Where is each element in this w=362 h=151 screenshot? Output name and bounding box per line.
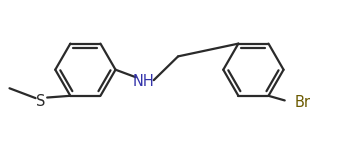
Text: NH: NH: [132, 74, 154, 89]
Text: Br: Br: [295, 95, 311, 110]
Text: S: S: [35, 93, 45, 109]
